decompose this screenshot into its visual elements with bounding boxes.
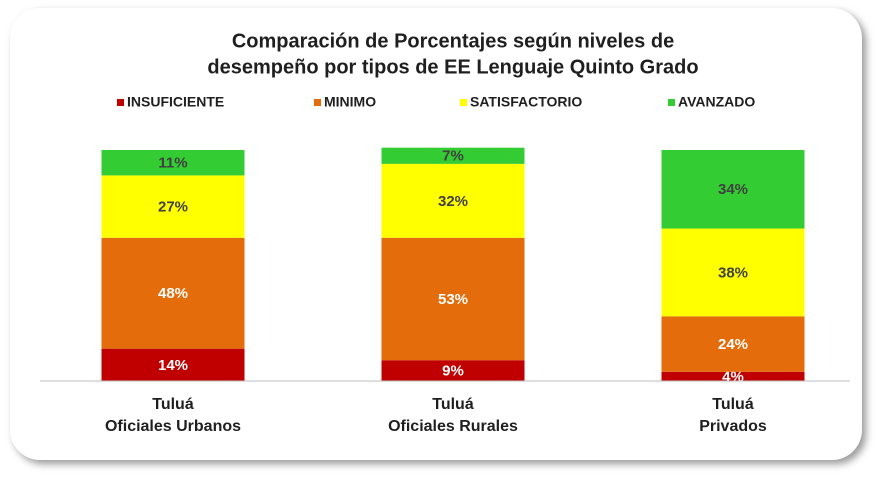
value-label: 32% <box>438 193 468 210</box>
legend-label: INSUFICIENTE <box>127 94 224 110</box>
value-label: 38% <box>718 264 748 281</box>
bar-segment <box>101 348 245 381</box>
x-tick-label: Tuluá <box>432 396 474 413</box>
legend-swatch <box>314 99 321 106</box>
legend-label: SATISFACTORIO <box>470 94 582 110</box>
value-label: 24% <box>718 336 748 353</box>
value-label: 14% <box>158 357 188 374</box>
bar-segment <box>381 163 525 238</box>
legend-swatch <box>668 99 675 106</box>
x-tick-label: Tuluá <box>712 396 754 413</box>
legend-swatch <box>460 99 467 106</box>
chart-title: Comparación de Porcentajes según niveles… <box>232 30 674 52</box>
bar-segment <box>101 150 245 176</box>
legend-label: AVANZADO <box>678 94 755 110</box>
bar-segment <box>661 316 805 372</box>
x-tick-label: Tuluá <box>152 396 194 413</box>
value-label: 7% <box>442 148 464 165</box>
x-tick-label: Oficiales Urbanos <box>105 418 241 435</box>
bar-segment <box>101 175 245 238</box>
bar-segment <box>661 150 805 229</box>
bar-segment <box>661 228 805 317</box>
value-label: 9% <box>442 363 464 380</box>
value-label: 11% <box>158 155 187 172</box>
value-label: 48% <box>158 285 188 302</box>
x-tick-label: Oficiales Rurales <box>388 418 518 435</box>
chart-title: desempeño por tipos de EE Lenguaje Quint… <box>207 56 698 78</box>
bar-segment <box>661 371 805 381</box>
value-label: 53% <box>438 291 468 308</box>
value-label: 34% <box>718 181 748 198</box>
bar-segment <box>101 237 245 349</box>
x-tick-label: Privados <box>699 418 767 435</box>
bar-segment <box>381 147 525 164</box>
bar-segment <box>381 237 525 361</box>
legend-swatch <box>117 99 124 106</box>
legend-label: MINIMO <box>324 94 376 110</box>
value-label: 27% <box>158 199 188 216</box>
bar-segment <box>381 360 525 381</box>
